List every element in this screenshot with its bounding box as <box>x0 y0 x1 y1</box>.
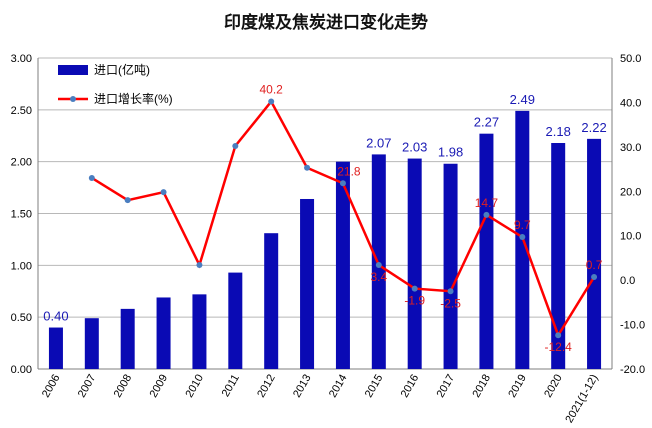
y-right-tick-label: 30.0 <box>620 142 641 154</box>
growth-point <box>447 288 454 295</box>
line-data-label: 3.4 <box>370 270 387 284</box>
y-left-tick-label: 0.00 <box>11 364 32 376</box>
bar <box>479 133 494 369</box>
y-right-tick-label: -20.0 <box>620 364 645 376</box>
bar <box>120 308 135 369</box>
growth-point <box>339 180 346 187</box>
bar-data-label: 2.49 <box>510 92 535 107</box>
bar-data-label: 1.98 <box>438 145 463 160</box>
x-tick-label: 2006 <box>40 373 63 400</box>
bar <box>443 163 458 369</box>
growth-point <box>519 234 526 241</box>
y-left-tick-label: 3.00 <box>11 53 32 65</box>
x-tick-label: 2009 <box>148 373 171 400</box>
y-right-tick-label: 40.0 <box>620 97 641 109</box>
x-tick-label: 2011 <box>220 373 242 399</box>
growth-point <box>411 285 418 292</box>
y-right-tick-label: 10.0 <box>620 231 641 243</box>
x-tick-label: 2016 <box>399 373 422 400</box>
line-data-label: -1.9 <box>404 294 425 308</box>
x-tick-label: 2014 <box>327 373 350 400</box>
bar <box>84 318 99 369</box>
bar <box>48 327 63 369</box>
legend-label-bar: 进口(亿吨) <box>94 62 150 77</box>
bar <box>264 233 279 369</box>
growth-point <box>304 164 311 171</box>
bar-data-label: 2.22 <box>581 120 606 135</box>
x-tick-label: 2019 <box>506 373 529 400</box>
line-data-label: -12.4 <box>545 340 573 354</box>
chart-title: 印度煤及焦炭进口变化走势 <box>224 13 428 33</box>
y-left-tick-label: 1.50 <box>11 209 32 221</box>
line-data-label: 0.7 <box>586 258 603 272</box>
growth-point <box>591 274 598 281</box>
legend-label-line: 进口增长率(%) <box>94 91 173 106</box>
y-right-tick-label: -10.0 <box>620 320 645 332</box>
growth-point <box>555 332 562 339</box>
y-right-tick-label: 50.0 <box>620 53 641 65</box>
y-right-tick-label: 0.0 <box>620 275 635 287</box>
bar-data-label: 2.03 <box>402 140 427 155</box>
x-tick-label: 2012 <box>255 373 278 400</box>
growth-point <box>375 262 382 269</box>
line-data-label: 40.2 <box>260 83 284 97</box>
line-data-label: -2.5 <box>440 296 461 310</box>
bar <box>371 154 386 369</box>
bar-data-label: 2.27 <box>474 115 499 130</box>
y-left-tick-label: 2.50 <box>11 105 32 117</box>
x-tick-label: 2020 <box>542 373 565 400</box>
growth-point <box>232 142 239 149</box>
growth-point <box>88 174 95 181</box>
x-tick-label: 2013 <box>291 373 314 400</box>
y-right-tick-label: 20.0 <box>620 186 641 198</box>
x-tick-label: 2018 <box>470 373 493 400</box>
x-tick-label: 2010 <box>183 373 206 400</box>
growth-point <box>268 98 275 105</box>
growth-point <box>124 197 131 204</box>
x-tick-label: 2021(1-12) <box>563 373 600 426</box>
x-tick-label: 2017 <box>435 373 458 400</box>
line-data-label: 21.8 <box>337 164 361 178</box>
legend-swatch-marker <box>70 96 76 102</box>
bar-data-label: 0.40 <box>43 309 68 324</box>
growth-point <box>483 211 490 218</box>
growth-point <box>160 189 167 196</box>
line-data-label: 14.7 <box>475 196 499 210</box>
x-tick-label: 2015 <box>363 373 386 400</box>
bar <box>587 138 602 369</box>
line-data-label: 9.7 <box>514 218 531 232</box>
legend-swatch-bar <box>58 65 88 75</box>
x-tick-label: 2008 <box>112 373 135 400</box>
bar <box>407 158 422 369</box>
x-tick-label: 2007 <box>76 373 99 400</box>
bar <box>551 143 566 369</box>
y-left-tick-label: 2.00 <box>11 157 32 169</box>
y-left-tick-label: 1.00 <box>11 260 32 272</box>
bar-data-label: 2.07 <box>366 135 391 150</box>
bar <box>335 161 350 369</box>
bar-data-label: 2.18 <box>546 124 571 139</box>
bar <box>192 294 207 369</box>
growth-point <box>196 262 203 269</box>
y-left-tick-label: 0.50 <box>11 312 32 324</box>
bar <box>156 297 171 369</box>
bar <box>228 272 243 369</box>
bar <box>300 198 315 369</box>
